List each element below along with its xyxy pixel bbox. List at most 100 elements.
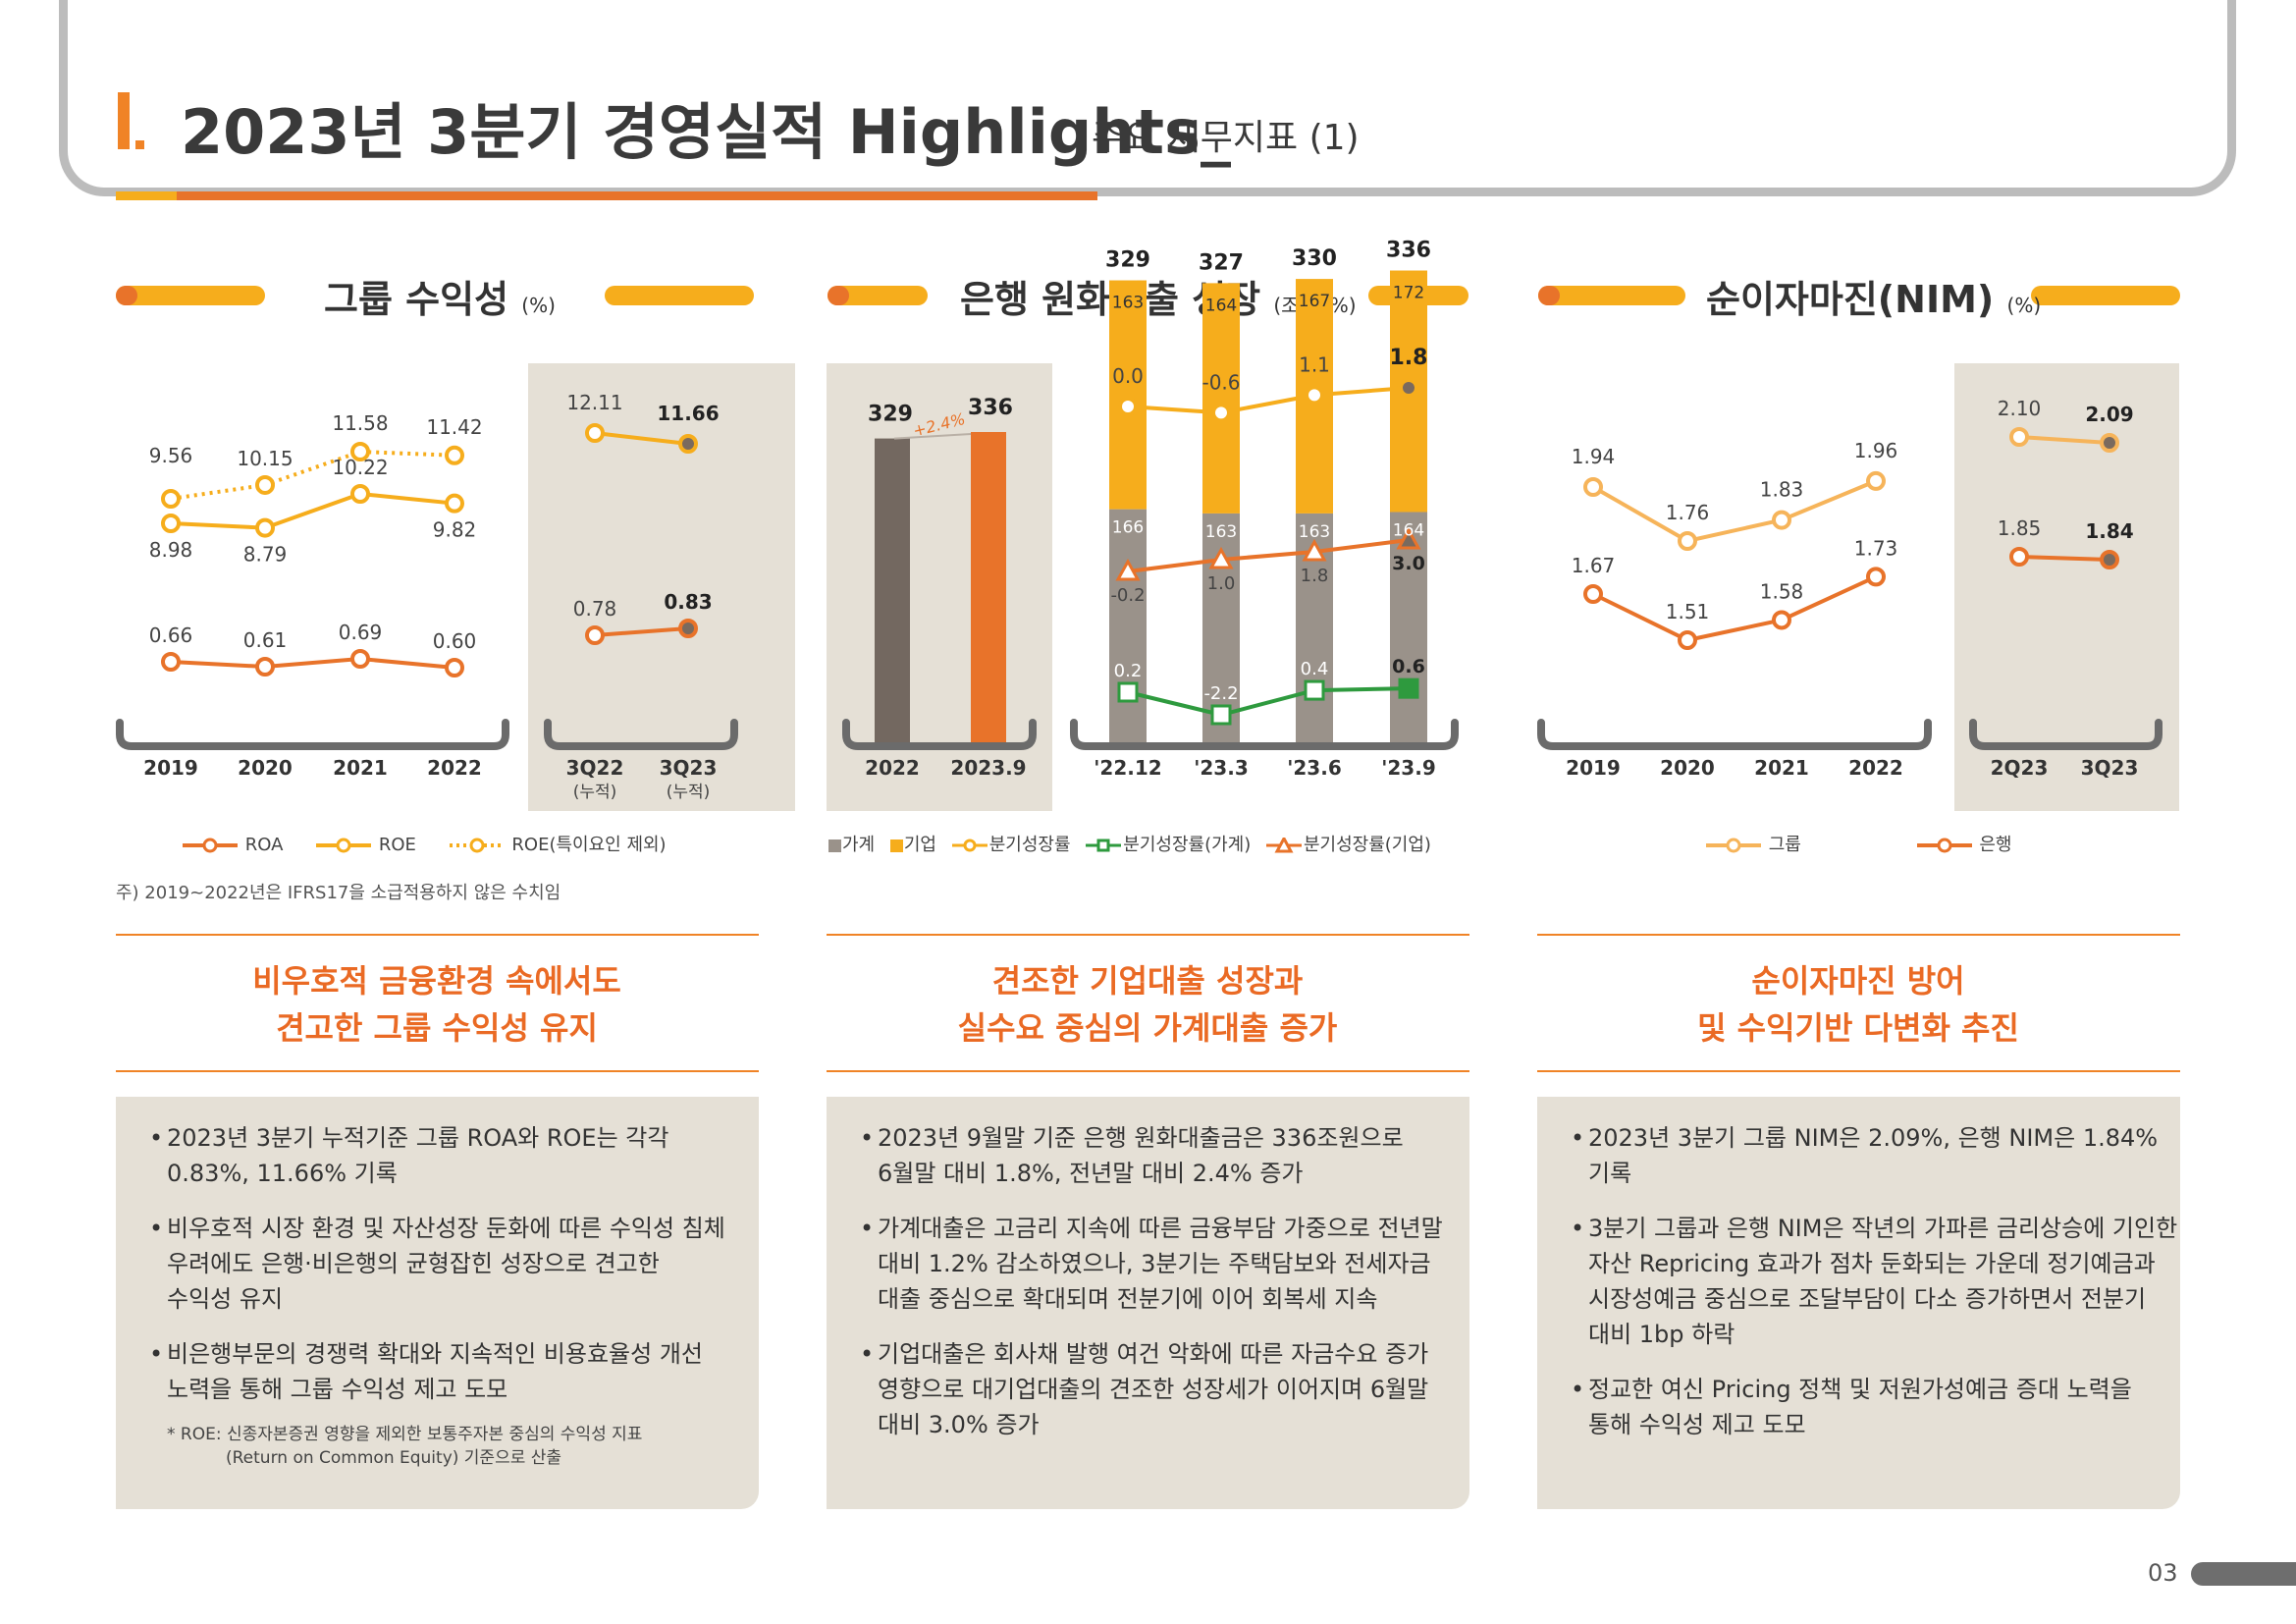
chart3-group-label: 1.76 (1666, 501, 1710, 524)
chart1-roe-label: 9.82 (433, 518, 477, 542)
chart1b-roa-label: 0.78 (573, 597, 617, 621)
chart1b-roe-point (585, 423, 605, 443)
chart1-roa-line (170, 656, 455, 670)
chart2b-total-label: 327 (1199, 250, 1244, 275)
roe-footnote: * ROE: 신종자본증권 영향을 제외한 보통주자본 중심의 수익성 지표 (… (167, 1425, 643, 1468)
chart2b-corporate-label: 164 (1205, 296, 1237, 315)
chart3b-group-label: 2.09 (2085, 403, 2133, 426)
chart2b-growth-label: -0.6 (1201, 370, 1240, 394)
headline-line: 견고한 그룹 수익성 유지 (276, 1009, 598, 1047)
chart1-roe-adj-label: 11.42 (426, 415, 482, 439)
section-title-profitability: 그룹 수익성 (%) (324, 278, 556, 321)
legend-swatch-roe (316, 838, 372, 853)
chart2b-x-tick: '23.9 (1381, 756, 1435, 780)
chart3-x-tick: 2022 (1848, 756, 1903, 780)
legend-label-bank: 은행 (1979, 835, 2012, 855)
chart3-group-point (1866, 470, 1886, 491)
chart1-roa-label: 0.69 (339, 621, 383, 644)
chart2b-bar-corporate (1202, 283, 1240, 514)
chart1b-roe-label: 11.66 (657, 402, 719, 425)
chart3-group-point (1678, 531, 1697, 551)
headline-line: 및 수익기반 다변화 추진 (1697, 1009, 2019, 1047)
chart3-x-tick: 2021 (1754, 756, 1809, 780)
chart1b-roa-point (585, 625, 605, 645)
chart1b-x-subtick: (누적) (667, 783, 711, 802)
chart1-x-tick: 2020 (238, 756, 293, 780)
legend-nim: 그룹 은행 (1704, 831, 2011, 856)
chart1-roe-adj-point (445, 445, 464, 465)
chart3-bank-point (1583, 584, 1603, 604)
headline-nim: 순이자마진 방어 및 수익기반 다변화 추진 (1534, 957, 2182, 1052)
chart2b-corporate-label: 167 (1299, 292, 1330, 311)
chart2b-axis-bracket (1070, 719, 1459, 750)
header-accent-line (116, 191, 1097, 200)
chart1b-roa-line (594, 626, 689, 637)
legend-label-growth-corporate: 분기성장률(기업) (1303, 835, 1431, 855)
chart3b-x-tick: 3Q23 (2081, 756, 2139, 780)
section-deco-left (828, 286, 928, 305)
bullet-item: 2023년 3분기 누적기준 그룹 ROA와 ROE는 각각0.83%, 11.… (149, 1120, 720, 1191)
headline-loans: 견조한 기업대출 성장과 실수요 중심의 가계대출 증가 (824, 957, 1471, 1052)
chart3-axis-bracket (1537, 719, 1932, 750)
chart2a-bar-label: 336 (968, 396, 1013, 420)
chart2a-bar (971, 432, 1006, 742)
title-marker (118, 92, 130, 149)
chart2b-hh-growth-point (1210, 704, 1232, 726)
chart1b-x-subtick: (누적) (573, 783, 617, 802)
chart1-roe-adj-label: 9.56 (149, 444, 193, 467)
legend-swatch-bank (1916, 838, 1972, 853)
chart1-roe-label: 10.22 (332, 456, 388, 479)
chart1-roe-adj-point (161, 489, 181, 509)
legend-swatch-group (1706, 838, 1761, 853)
legend-swatch-roe-adj (449, 838, 505, 853)
chart1-roe-adj-label: 10.15 (237, 447, 293, 470)
chart2b-corp-growth-line (1127, 538, 1410, 573)
chart2b-growth-point (1305, 385, 1324, 406)
chart2b-household-label: 163 (1205, 522, 1237, 542)
chart2-annual-panel (827, 363, 1052, 811)
chart3b-bank-point-current (2100, 550, 2119, 569)
page-number: 03 (2148, 1559, 2178, 1587)
summary-box-nim: 2023년 3분기 그룹 NIM은 2.09%, 은행 NIM은 1.84%기록… (1537, 1097, 2180, 1509)
page-title: 2023년 3분기 경영실적 Highlights_ (181, 96, 1231, 168)
chart3-bank-point (1866, 567, 1886, 587)
headline-line: 순이자마진 방어 (1751, 962, 1965, 1000)
chart1b-roe-point-current (678, 434, 698, 454)
chart1-x-tick: 2019 (143, 756, 198, 780)
legend-profitability: ROA ROE ROE(특이요인 제외) (181, 831, 667, 856)
chart2b-corp-growth-point (1208, 546, 1234, 569)
legend-label-roe: ROE (378, 835, 416, 855)
section-title-nim: 순이자마진(NIM) (%) (1706, 278, 2042, 321)
chart2b-x-tick: '23.3 (1194, 756, 1248, 780)
chart1-roe-adj-point (350, 442, 370, 461)
chart2a-connector (893, 433, 972, 440)
chart2b-hh-growth-line (1127, 686, 1410, 718)
headline-profitability: 비우호적 금융환경 속에서도 견고한 그룹 수익성 유지 (113, 957, 761, 1052)
chart3b-bank-label: 1.85 (1998, 516, 2042, 540)
chart1-roe-label: 8.98 (149, 538, 193, 562)
chart3b-axis-bracket (1969, 719, 2163, 750)
chart3b-group-label: 2.10 (1998, 397, 2042, 420)
chart3-bank-point (1772, 610, 1791, 630)
chart2b-growth-point (1211, 403, 1231, 423)
chart2b-growth-label: 1.1 (1299, 352, 1330, 376)
chart2a-bar-label: 329 (868, 403, 913, 427)
chart1-roa-point (255, 657, 275, 677)
legend-swatch-growth-corporate (1265, 835, 1302, 853)
chart2b-hh-growth-point (1117, 681, 1139, 703)
chart1-roe-point (161, 514, 181, 533)
chart1-roa-point (445, 658, 464, 677)
chart1-roa-point (350, 649, 370, 669)
chart3-bank-point (1678, 630, 1697, 650)
chart2b-hh-growth-label: 0.2 (1114, 661, 1143, 681)
chart2b-household-label: 166 (1112, 518, 1144, 538)
chart2b-corp-growth-label: 1.8 (1301, 566, 1329, 586)
chart2b-hh-growth-label: 0.6 (1392, 656, 1425, 677)
chart3-group-point (1772, 510, 1791, 530)
chart3-bank-label: 1.51 (1666, 600, 1710, 623)
headline-rule-bottom (116, 1070, 759, 1072)
chart2b-bar-corporate (1109, 280, 1147, 510)
chart2b-corporate-label: 163 (1112, 294, 1144, 313)
